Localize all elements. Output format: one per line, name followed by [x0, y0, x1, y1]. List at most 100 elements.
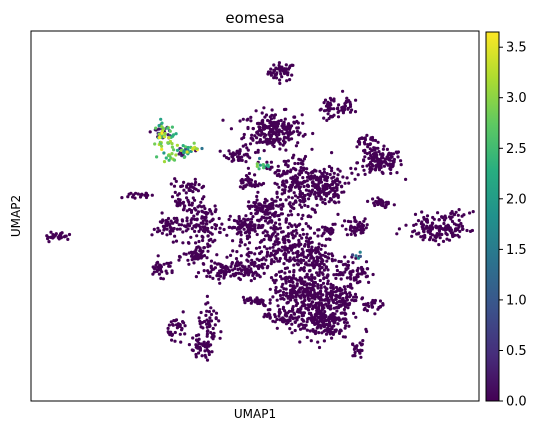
data-point — [376, 307, 380, 311]
data-point — [347, 324, 351, 328]
data-point — [321, 173, 325, 177]
data-point — [162, 135, 167, 139]
data-point — [169, 261, 173, 265]
data-point — [376, 202, 380, 207]
data-point — [399, 159, 403, 163]
data-point — [333, 290, 338, 294]
data-point — [231, 157, 235, 161]
data-point — [313, 168, 317, 172]
data-point — [278, 256, 282, 261]
data-point — [322, 170, 326, 174]
data-point — [278, 222, 282, 226]
data-point — [194, 355, 198, 359]
data-point — [315, 309, 319, 313]
data-point — [264, 258, 268, 262]
data-point — [327, 164, 331, 169]
data-point — [404, 223, 408, 227]
data-point — [297, 238, 301, 242]
data-point — [342, 320, 347, 324]
colorbar-tick-label: 2.0 — [506, 192, 527, 207]
data-point — [126, 195, 130, 199]
data-point — [305, 272, 309, 276]
data-point — [326, 306, 330, 310]
data-point — [285, 311, 289, 315]
data-point — [290, 213, 294, 217]
data-point — [331, 331, 335, 335]
data-point — [155, 155, 159, 159]
data-point — [301, 121, 305, 125]
data-point — [346, 284, 350, 288]
data-point — [345, 233, 349, 237]
data-point — [258, 202, 262, 206]
data-point — [428, 238, 432, 242]
data-point — [243, 301, 247, 305]
data-point — [358, 250, 362, 254]
data-point — [167, 158, 171, 162]
data-point — [288, 327, 292, 331]
data-point — [302, 302, 306, 306]
data-point — [337, 303, 341, 307]
data-point — [267, 124, 271, 129]
data-point — [299, 166, 303, 170]
data-point — [244, 178, 248, 182]
data-point — [312, 192, 317, 196]
data-point — [199, 256, 203, 260]
data-point — [234, 273, 238, 277]
data-point — [189, 218, 193, 222]
data-point — [205, 256, 209, 260]
data-point — [167, 323, 171, 327]
data-point — [323, 98, 328, 102]
data-point — [165, 227, 169, 231]
data-point — [303, 275, 307, 279]
data-point — [322, 116, 326, 120]
data-point — [177, 254, 182, 259]
data-point — [292, 263, 296, 267]
data-point — [253, 173, 257, 177]
data-point — [172, 148, 176, 152]
data-point — [336, 322, 340, 326]
data-point — [362, 158, 366, 162]
data-point — [368, 151, 372, 155]
data-point — [299, 261, 303, 265]
data-point — [354, 167, 358, 171]
data-point — [273, 315, 277, 319]
data-point — [332, 107, 336, 111]
data-point — [273, 171, 277, 175]
data-point — [318, 169, 322, 173]
data-point — [322, 231, 326, 235]
data-point — [342, 299, 346, 303]
data-point — [263, 229, 267, 233]
data-point — [231, 239, 235, 243]
data-point — [194, 345, 198, 349]
data-point — [194, 147, 199, 151]
data-point — [292, 177, 297, 181]
data-point — [262, 123, 266, 127]
data-point — [277, 310, 281, 314]
data-point — [136, 192, 140, 196]
data-point — [160, 144, 164, 148]
data-point — [431, 215, 435, 220]
data-point — [249, 181, 253, 185]
data-point — [243, 273, 247, 277]
data-point — [292, 153, 296, 157]
data-point — [204, 355, 208, 359]
data-point — [246, 204, 250, 208]
data-point — [336, 173, 340, 177]
data-point — [349, 166, 353, 170]
data-point — [311, 131, 315, 136]
data-point — [345, 263, 349, 267]
data-point — [289, 248, 293, 252]
data-point — [434, 225, 438, 229]
data-point — [325, 172, 329, 176]
data-point — [168, 264, 172, 268]
data-point — [290, 73, 294, 77]
data-point — [185, 150, 189, 154]
data-point — [189, 184, 193, 189]
data-point — [205, 341, 209, 345]
data-point — [302, 283, 306, 287]
data-point — [323, 202, 327, 206]
data-point — [336, 212, 340, 216]
data-point — [358, 341, 362, 345]
data-point — [57, 234, 61, 239]
data-point — [290, 322, 294, 326]
